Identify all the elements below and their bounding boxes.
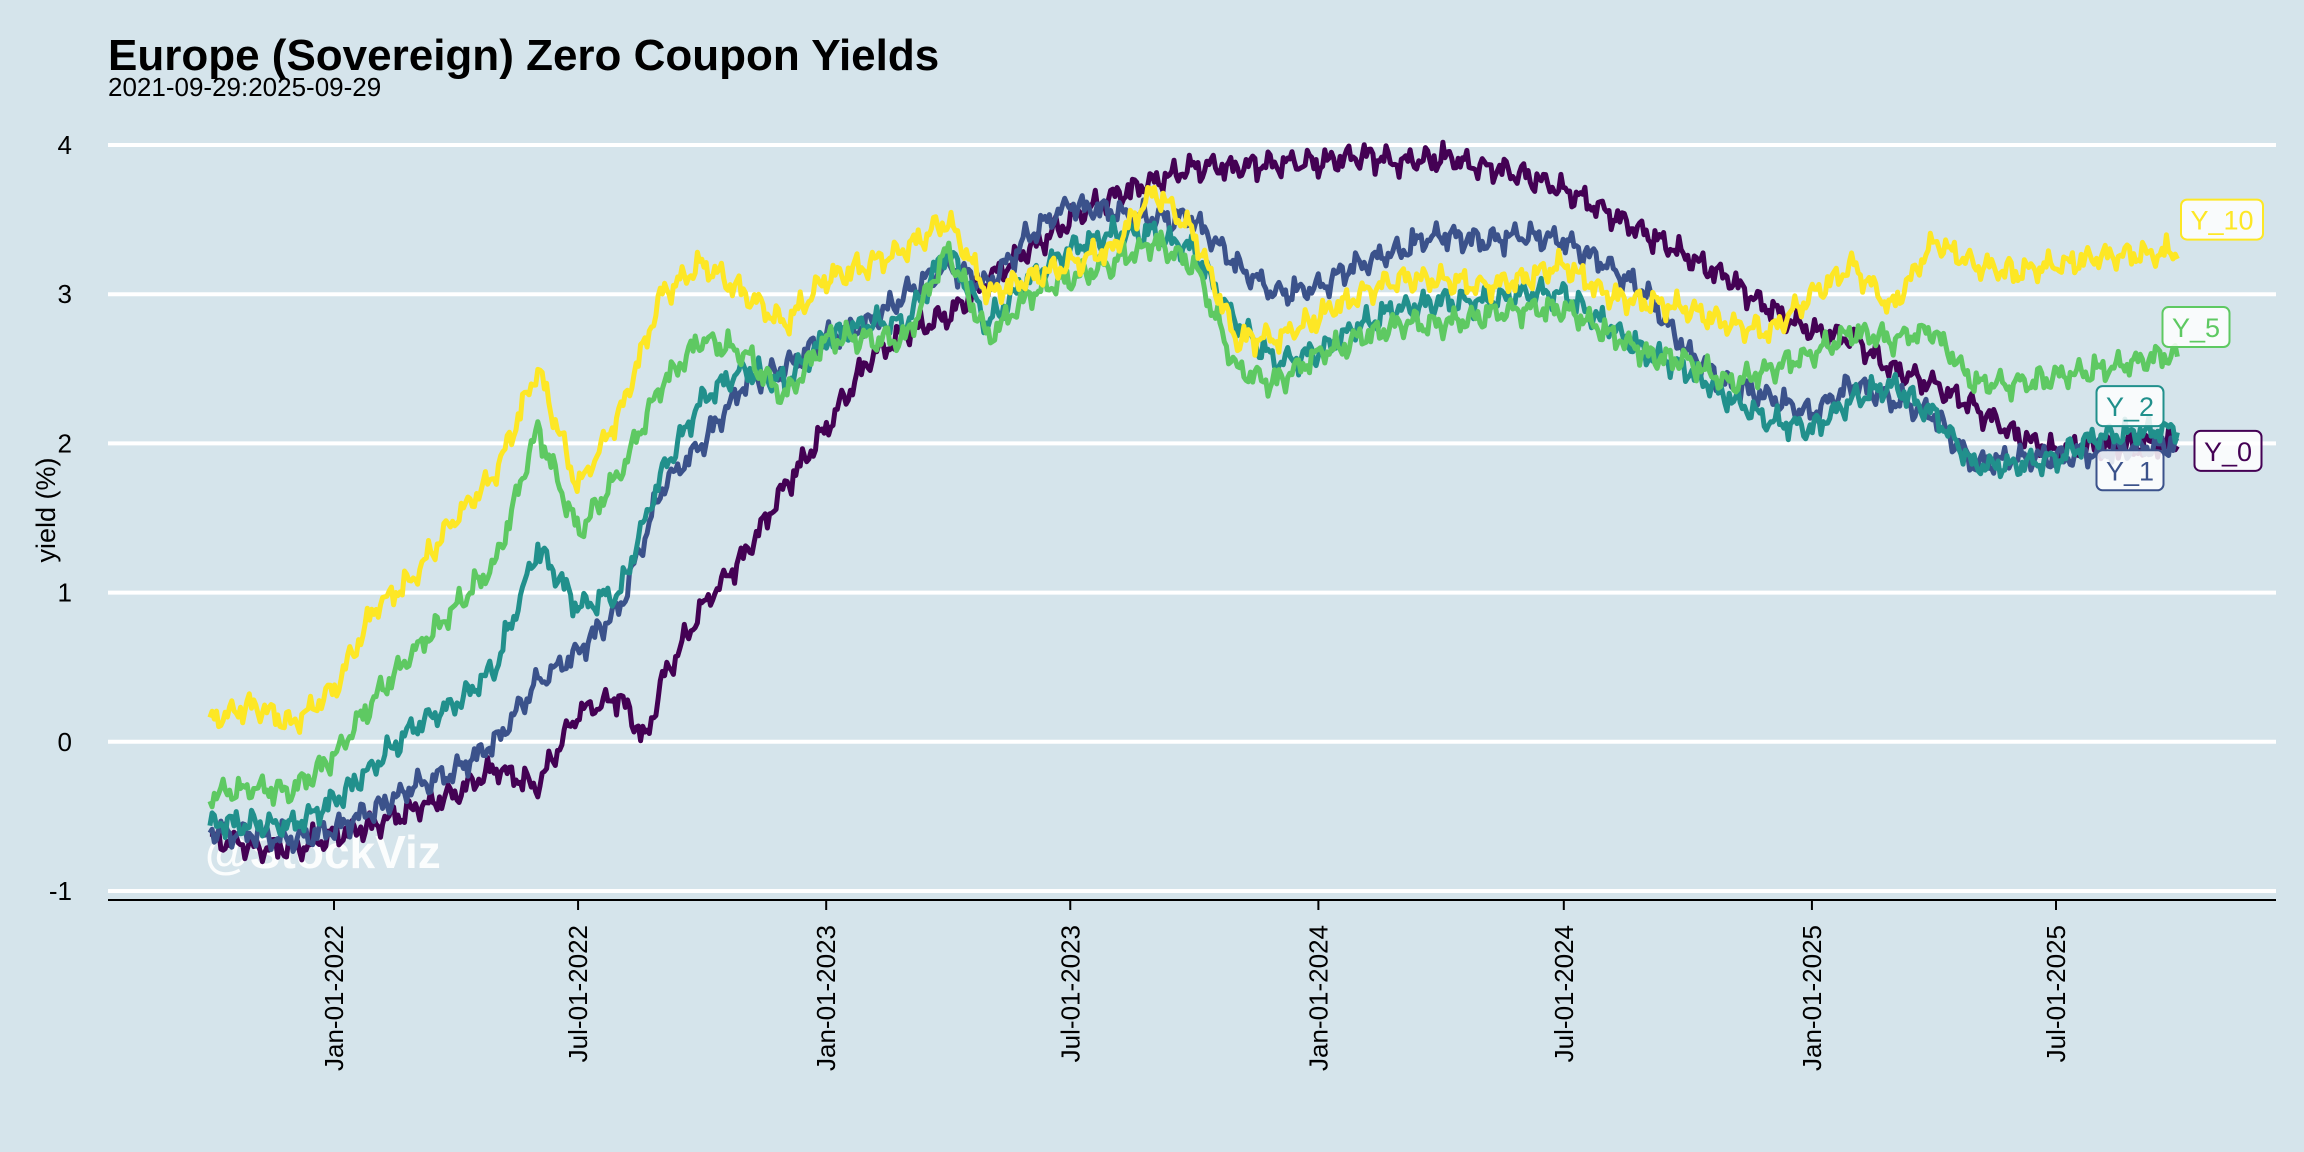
x-tick-label: Jan-01-2022 <box>319 925 349 1071</box>
y-tick-label: -1 <box>49 876 72 906</box>
series-label-box <box>2095 385 2165 428</box>
y-axis-label: yield (%) <box>31 457 61 562</box>
series-label-y-10: Y_10 <box>2180 198 2264 241</box>
y-tick-label: 3 <box>58 279 72 309</box>
series-line-y-2 <box>207 214 2180 840</box>
series-label-y-1: Y_1 <box>2095 449 2165 492</box>
series-label-box <box>2193 429 2263 472</box>
series-label-text: Y_1 <box>2106 456 2154 486</box>
series-label-text: Y_2 <box>2106 392 2154 422</box>
y-tick-label: 0 <box>58 727 72 757</box>
series-label-y-5: Y_5 <box>2161 306 2231 349</box>
x-tick-label: Jan-01-2023 <box>811 925 841 1071</box>
series-line-y-10 <box>207 184 2180 735</box>
x-tick-label: Jul-01-2024 <box>1549 925 1579 1062</box>
series-label-y-0: Y_0 <box>2193 429 2263 472</box>
series-label-text: Y_0 <box>2204 437 2252 467</box>
y-axis-ticks: -1 0 1 2 3 4 <box>49 130 72 906</box>
series-line-y-0 <box>209 139 2180 865</box>
series-labels: Y_0 Y_1 Y_2 Y_5 Y_10 <box>2095 198 2264 492</box>
y-tick-label: 2 <box>58 428 72 458</box>
series-label-box <box>2161 306 2231 349</box>
series-label-box <box>2180 198 2264 241</box>
x-tick-label: Jul-01-2022 <box>563 925 593 1062</box>
y-tick-label: 4 <box>58 130 72 160</box>
series-line-y-5 <box>207 229 2180 810</box>
x-axis: Jan-01-2022 Jul-01-2022 Jan-01-2023 Jul-01-… <box>108 899 2276 1071</box>
x-tick-label: Jan-01-2024 <box>1303 925 1333 1071</box>
chart-subtitle: 2021-09-29:2025-09-29 <box>108 72 381 102</box>
series-label-y-2: Y_2 <box>2095 385 2165 428</box>
series-label-text: Y_5 <box>2172 313 2220 343</box>
chart-title: Europe (Sovereign) Zero Coupon Yields <box>108 31 939 80</box>
x-tick-label: Jul-01-2023 <box>1055 925 1085 1062</box>
series-label-box <box>2095 449 2165 492</box>
y-tick-label: 1 <box>58 578 72 608</box>
x-tick-label: Jul-01-2025 <box>2041 925 2071 1062</box>
series-lines <box>207 139 2180 865</box>
series-label-text: Y_10 <box>2190 206 2253 236</box>
x-tick-label: Jan-01-2025 <box>1797 925 1827 1071</box>
